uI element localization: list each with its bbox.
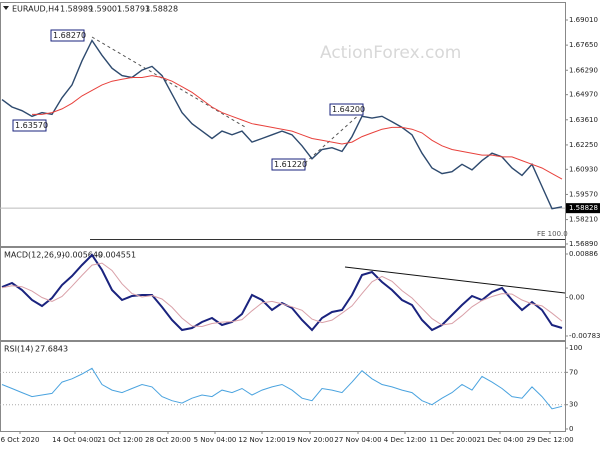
series-line [1, 367, 563, 410]
price-panel [0, 2, 566, 247]
annotation-label: 1.64200 [332, 105, 365, 114]
y-tick-label: -0.007834 [569, 332, 600, 340]
macd-reading: -0.005649 [62, 251, 103, 260]
y-tick-label: 1.69010 [569, 16, 598, 24]
x-tick-label: 14 Oct 04:00 [52, 436, 98, 444]
ohlc: 1.58793 [117, 5, 150, 14]
x-tick-label: 28 Oct 20:00 [145, 436, 191, 444]
macd-trendline [344, 266, 566, 294]
annotation: 1.61220 [271, 158, 307, 171]
macd-panel [0, 247, 566, 341]
last-price-label: 1.58828 [569, 204, 598, 212]
macd-reading: -0.004551 [95, 251, 136, 260]
annotation: 1.64200 [329, 103, 365, 116]
menu-arrow [3, 6, 9, 10]
last-price-box [566, 203, 600, 214]
annotation-label: 1.63570 [15, 121, 48, 130]
y-tick-label: 30 [569, 401, 578, 409]
x-tick-label: 5 Nov 04:00 [194, 436, 237, 444]
x-tick-label: 4 Dec 12:00 [384, 436, 427, 444]
x-tick-label: 11 Dec 20:00 [429, 436, 476, 444]
y-tick-label: 1.67650 [569, 41, 598, 49]
x-tick-label: 19 Nov 20:00 [286, 436, 333, 444]
chart-title: EURAUD,H4 [12, 5, 59, 14]
y-tick-label: 1.59570 [569, 190, 598, 198]
macd-title: MACD(12,26,9) [4, 251, 65, 260]
x-tick-label: 29 Dec 12:00 [526, 436, 573, 444]
y-tick-label: 1.58210 [569, 216, 598, 224]
rsi-title: RSI(14) [4, 345, 33, 354]
annotation-label: 1.68270 [53, 31, 86, 40]
fe-label: FE 100.0 [537, 230, 568, 238]
x-tick-label: 12 Nov 12:00 [238, 436, 285, 444]
x-tick-label: 21 Dec 04:00 [476, 436, 523, 444]
y-tick-label: 1.60930 [569, 165, 598, 173]
y-tick-label: 100 [569, 344, 582, 352]
ohlc: 1.58989 [60, 5, 93, 14]
fibo-line [304, 111, 363, 164]
series-line [1, 253, 563, 332]
fibo-line [91, 36, 246, 128]
annotation-label: 1.61220 [274, 160, 307, 169]
y-tick-label: 1.64970 [569, 91, 598, 99]
y-tick-label: 1.66290 [569, 66, 598, 74]
y-tick-label: 70 [569, 368, 578, 376]
x-tick-label: 27 Nov 04:00 [334, 436, 381, 444]
rsi-panel [0, 341, 566, 432]
annotation: 1.63570 [12, 119, 48, 132]
ohlc: 1.59001 [89, 5, 122, 14]
series-line [32, 75, 563, 180]
watermark: ActionForex.com [320, 43, 461, 63]
y-tick-label: 1.56890 [569, 240, 598, 248]
y-tick-label: 1.62250 [569, 141, 598, 149]
y-tick-label: 0.00 [569, 294, 585, 302]
x-tick-label: 6 Oct 2020 [1, 436, 40, 444]
annotation: 1.68270 [50, 29, 86, 42]
y-tick-label: 0 [569, 425, 573, 433]
y-tick-label: 0.00886 [569, 250, 598, 258]
x-tick-label: 21 Oct 12:00 [97, 436, 143, 444]
rsi-reading: 27.6843 [35, 345, 68, 354]
ohlc: 1.58828 [145, 5, 178, 14]
y-tick-label: 1.63610 [569, 116, 598, 124]
series-line [1, 39, 563, 210]
series-line [1, 262, 563, 328]
